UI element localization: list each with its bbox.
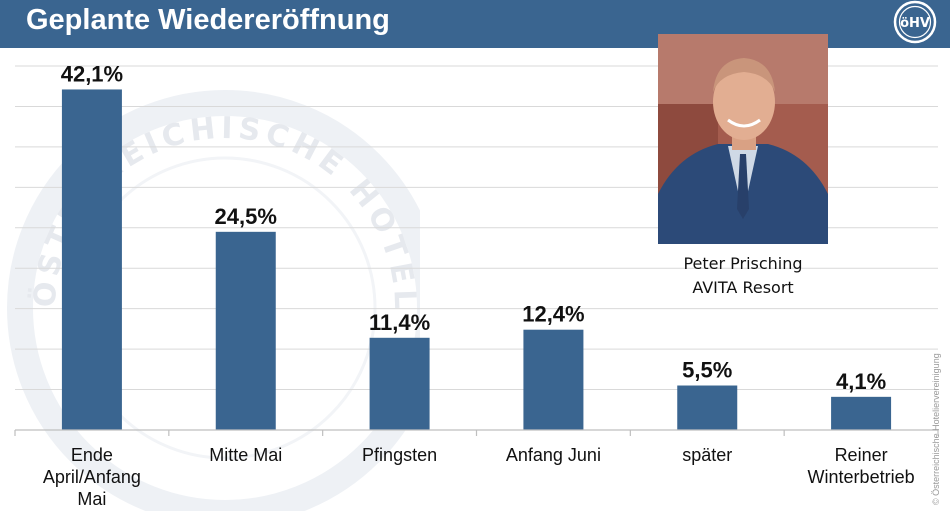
bars [61,89,892,431]
category-label: Mitte Mai [209,445,282,465]
value-label: 12,4% [522,302,584,327]
category-labels: Ende April/Anfang Mai Mitte Mai Pfingsten Anf… [43,445,915,509]
bar-chart: 42,1% 24,5% 11,4% 12,4% 5,5% 4,1% Ende April/A… [14,61,939,509]
page-title: Geplante Wiedereröffnung [26,4,390,36]
bar [61,89,122,431]
value-label: 24,5% [215,204,277,229]
bar [215,231,276,430]
person-name: Peter Prisching [683,254,803,273]
person-company: AVITA Resort [692,278,794,297]
logo-text: öHV [900,16,930,31]
value-label: 5,5% [682,358,732,383]
bar [677,385,738,430]
bar [523,329,584,430]
header-bar: Geplante Wiedereröffnung öHV [0,0,950,48]
ohv-logo: öHV [893,0,937,44]
category-label: später [682,445,732,465]
category-label: Reiner Winterbetrieb [808,445,915,487]
category-label: Ende April/Anfang Mai [43,445,141,509]
bar [369,337,430,430]
value-labels: 42,1% 24,5% 11,4% 12,4% 5,5% 4,1% [61,61,886,393]
category-label: Pfingsten [362,445,437,465]
value-label: 11,4% [369,310,430,335]
value-label: 42,1% [61,61,123,86]
portrait-photo [658,34,828,244]
bar [831,396,892,430]
x-axis [14,429,939,436]
category-label: Anfang Juni [506,445,601,465]
value-label: 4,1% [836,369,886,394]
copyright-note: © Österreichische Hoteliervereinigung [931,353,941,505]
photo-caption: Peter Prisching AVITA Resort [658,252,828,300]
